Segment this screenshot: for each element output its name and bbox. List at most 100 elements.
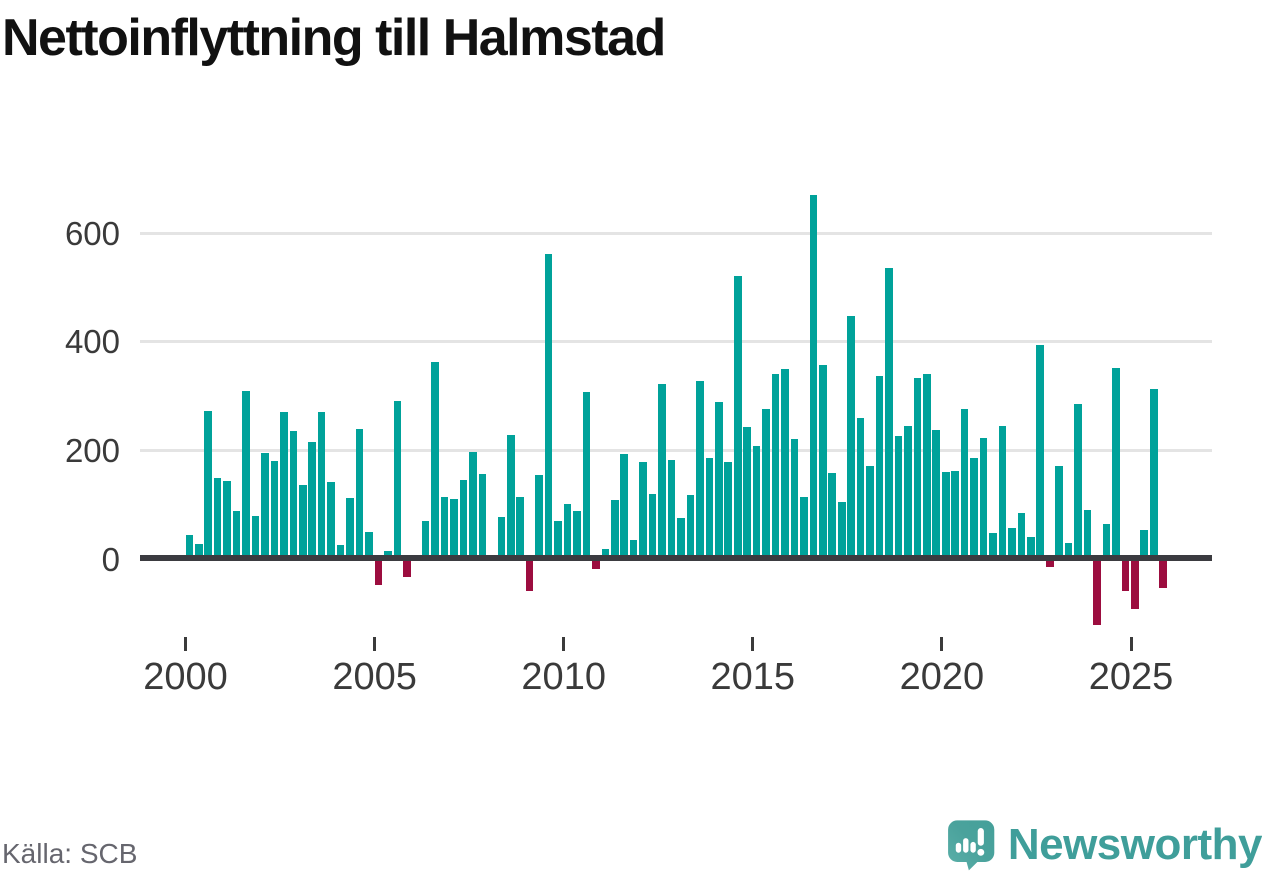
- bar-2025-q4: [1159, 559, 1167, 588]
- bar-2013-q1: [677, 517, 685, 559]
- bar-2016-q1: [790, 439, 799, 559]
- bar-2003-q1: [298, 485, 307, 559]
- bar-2003-q2: [308, 442, 316, 559]
- x-axis-line: [140, 555, 1212, 561]
- bar-2004-q4: [365, 531, 373, 559]
- bar-2020-q1: [941, 471, 950, 559]
- bar-2021-q1: [979, 437, 988, 559]
- bar-2015-q1: [752, 445, 761, 559]
- bar-2022-q1: [1017, 513, 1026, 559]
- bar-2024-q1: [1093, 559, 1101, 626]
- bar-2012-q1: [639, 462, 647, 559]
- bar-2005-q2: [384, 550, 392, 559]
- bar-2015-q4: [781, 368, 789, 559]
- x-axis-tick-label: 2000: [143, 656, 228, 698]
- bar-2019-q4: [932, 430, 941, 559]
- bar-2024-q2: [1102, 524, 1111, 559]
- bar-2001-q2: [232, 511, 241, 559]
- bar-2025-q3: [1149, 388, 1158, 559]
- bar-2004-q1: [336, 544, 345, 559]
- bar-2012-q3: [658, 383, 666, 559]
- bar-2010-q1: [563, 504, 572, 559]
- newsworthy-logo: Newsworthy: [945, 811, 1262, 879]
- x-axis-tick-label: 2015: [710, 656, 796, 698]
- bar-2000-q1: [185, 534, 194, 559]
- x-axis-tick: [184, 637, 187, 651]
- bar-2001-q1: [223, 480, 231, 559]
- x-axis-tick-label: 2025: [1088, 656, 1174, 698]
- source-label: Källa: SCB: [2, 838, 138, 869]
- bar-2000-q4: [213, 478, 222, 559]
- bar-2014-q3: [733, 275, 742, 559]
- bar-2007-q4: [478, 473, 487, 559]
- bar-2002-q3: [280, 411, 288, 559]
- bar-2010-q3: [582, 391, 591, 559]
- bar-2017-q3: [847, 316, 855, 559]
- bar-2012-q2: [648, 494, 657, 559]
- bar-2020-q3: [960, 409, 969, 559]
- bar-2009-q1: [525, 559, 534, 591]
- bar-2000-q3: [204, 411, 212, 559]
- x-axis-tick: [1129, 637, 1133, 651]
- bar-2000-q2: [194, 543, 203, 559]
- bar-2005-q4: [402, 559, 411, 577]
- bar-2002-q2: [270, 461, 279, 559]
- bar-2023-q3: [1074, 404, 1082, 559]
- bar-2014-q4: [743, 426, 751, 559]
- bar-2013-q4: [705, 457, 714, 559]
- chart-title: Nettoinflyttning till Halmstad: [2, 9, 666, 67]
- x-axis-tick-label: 2020: [899, 656, 985, 698]
- bar-2020-q2: [951, 470, 959, 559]
- bar-2001-q4: [251, 516, 260, 559]
- bar-2007-q2: [459, 480, 468, 559]
- bar-2010-q4: [592, 559, 600, 569]
- bar-2024-q4: [1121, 559, 1130, 591]
- bar-2002-q4: [289, 431, 298, 559]
- bar-2008-q4: [516, 497, 525, 559]
- y-axis-tick-label: 400: [64, 323, 120, 361]
- x-axis-tick-label: 2005: [332, 656, 417, 698]
- y-gridline-600: [140, 231, 1212, 235]
- x-axis-tick: [562, 637, 566, 651]
- bar-2011-q1: [601, 549, 610, 559]
- bar-2015-q2: [762, 409, 770, 559]
- bar-2023-q1: [1055, 466, 1063, 559]
- newsworthy-logo-icon: [948, 820, 995, 871]
- bar-2024-q3: [1112, 368, 1120, 559]
- bar-2010-q2: [573, 511, 581, 559]
- y-axis-tick-label: 0: [101, 540, 120, 578]
- bar-2012-q4: [667, 460, 676, 559]
- bar-2017-q4: [856, 418, 865, 559]
- bar-2020-q4: [970, 457, 978, 559]
- bar-2006-q4: [440, 497, 449, 559]
- bar-2016-q3: [809, 194, 818, 559]
- x-axis-tick: [373, 637, 377, 651]
- bar-2002-q1: [261, 452, 269, 559]
- bar-2008-q2: [497, 516, 506, 559]
- bar-2014-q1: [714, 401, 723, 559]
- bar-2013-q3: [696, 380, 704, 559]
- bar-2017-q2: [837, 501, 846, 559]
- bar-2009-q4: [554, 520, 562, 559]
- bar-2017-q1: [828, 472, 837, 559]
- y-axis-tick-label: 200: [64, 431, 120, 469]
- bar-2001-q3: [242, 391, 250, 559]
- bar-2015-q3: [771, 373, 780, 559]
- y-gridline-400: [140, 340, 1212, 344]
- bar-2019-q1: [904, 426, 912, 559]
- bar-2009-q2: [535, 475, 543, 559]
- bar-2018-q3: [885, 268, 893, 559]
- bar-2003-q3: [317, 411, 326, 559]
- bar-2023-q4: [1083, 509, 1092, 559]
- bar-2016-q4: [819, 365, 827, 559]
- bar-2004-q2: [346, 497, 354, 559]
- bar-2007-q3: [469, 451, 477, 559]
- bar-2003-q4: [327, 481, 335, 559]
- x-axis-tick: [751, 637, 755, 651]
- bar-2021-q2: [989, 532, 997, 559]
- bar-2006-q2: [421, 520, 430, 559]
- bar-2023-q2: [1064, 543, 1073, 559]
- bar-2022-q4: [1045, 559, 1054, 567]
- bar-2005-q3: [393, 400, 402, 559]
